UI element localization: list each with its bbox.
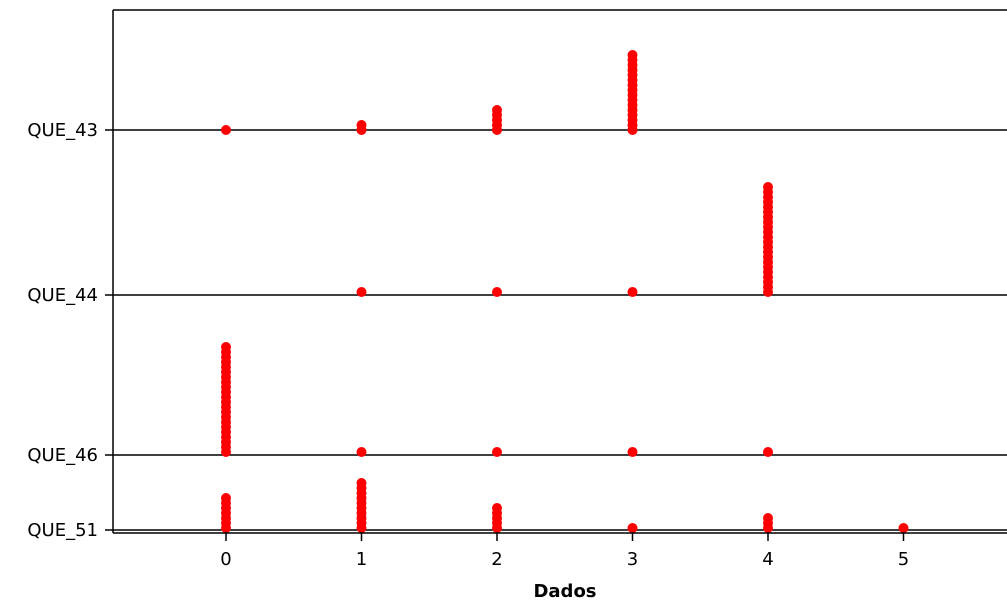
x-tick-label: 4 [762, 549, 773, 570]
category-baselines [113, 129, 1007, 531]
data-points [221, 50, 909, 533]
data-point [492, 447, 502, 457]
data-point [492, 503, 502, 513]
data-point [627, 287, 638, 297]
data-point [221, 493, 231, 503]
y-tick-label: QUE_46 [27, 445, 98, 466]
y-tick-labels: QUE_43 QUE_44 QUE_46 QUE_51 [27, 120, 113, 541]
x-tick-label: 3 [627, 549, 638, 570]
x-tick-label: 0 [220, 549, 231, 570]
data-point [356, 478, 367, 488]
data-point [627, 447, 638, 457]
data-point [221, 125, 231, 135]
data-point [356, 287, 367, 297]
data-point [763, 447, 773, 457]
y-tick-label: QUE_43 [27, 120, 98, 141]
data-point [356, 120, 367, 130]
x-axis-ticks: 0 1 2 3 4 5 [220, 533, 909, 570]
data-point [492, 287, 502, 297]
data-point [898, 523, 909, 533]
data-point [763, 513, 773, 523]
x-axis-title: Dados [533, 581, 596, 601]
x-tick-label: 2 [491, 549, 502, 570]
data-point [627, 523, 638, 533]
y-tick-label: QUE_51 [27, 520, 98, 541]
data-point [221, 342, 231, 352]
data-point [356, 447, 367, 457]
data-point [627, 50, 638, 60]
data-point [492, 105, 502, 115]
x-tick-label: 5 [898, 549, 909, 570]
y-tick-label: QUE_44 [27, 285, 98, 306]
data-point [763, 182, 773, 192]
x-tick-label: 1 [356, 549, 367, 570]
